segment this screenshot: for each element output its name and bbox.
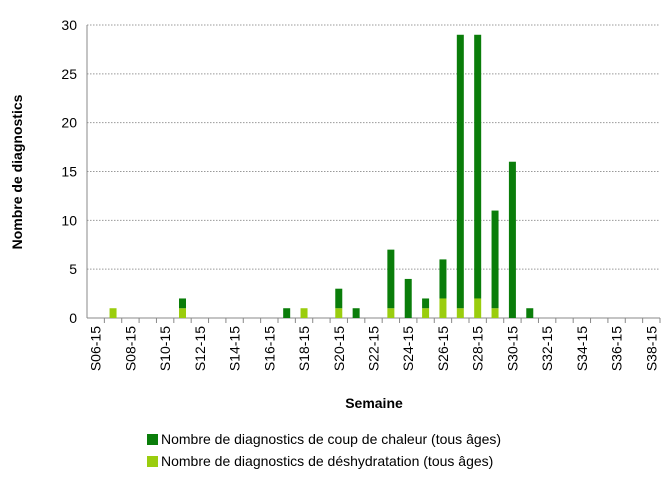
bar-segment	[456, 308, 464, 318]
bar-segment	[404, 278, 412, 318]
bar-segment	[508, 161, 516, 318]
bar-segment	[491, 308, 499, 318]
x-tick-label: S16-15	[261, 326, 277, 371]
x-tick-label: S22-15	[366, 326, 382, 371]
legend-swatch	[147, 434, 158, 445]
y-tick-label: 25	[61, 66, 77, 82]
x-tick-label: S18-15	[296, 326, 312, 371]
x-tick-label: S10-15	[157, 326, 173, 371]
bar-segment	[335, 288, 343, 309]
y-tick-label: 20	[61, 115, 77, 131]
y-tick-label: 5	[69, 261, 77, 277]
y-axis-label: Nombre de diagnostics	[9, 94, 25, 249]
bar-segment	[439, 298, 447, 318]
x-tick-label: S24-15	[400, 326, 416, 371]
bar-segment	[491, 210, 499, 309]
bar-segment	[179, 298, 186, 309]
x-tick-label: S34-15	[574, 326, 590, 371]
bar-segment	[456, 34, 464, 309]
legend-label: Nombre de diagnostics de déshydratation …	[161, 453, 493, 469]
y-tick-label: 15	[61, 164, 77, 180]
y-tick-label: 0	[69, 310, 77, 326]
y-tick-label: 10	[61, 212, 77, 228]
x-tick-label: S12-15	[192, 326, 208, 371]
legend-label: Nombre de diagnostics de coup de chaleur…	[161, 431, 501, 447]
bar-segment	[387, 249, 395, 309]
x-tick-label: S20-15	[331, 326, 347, 371]
bar-segment	[474, 298, 482, 318]
x-tick-label: S32-15	[539, 326, 555, 371]
x-tick-label: S30-15	[504, 326, 520, 371]
x-tick-label: S08-15	[122, 326, 138, 371]
x-tick-label: S14-15	[227, 326, 243, 371]
bar-segment	[387, 308, 395, 318]
y-tick-label: 30	[61, 17, 77, 33]
legend-swatch	[147, 456, 158, 467]
x-axis-label: Semaine	[345, 395, 403, 411]
x-tick-label: S26-15	[435, 326, 451, 371]
bar-segment	[179, 308, 186, 318]
x-tick-label: S28-15	[470, 326, 486, 371]
bar-segment	[283, 308, 291, 318]
bar-segment	[474, 34, 482, 299]
bar-segment	[335, 308, 343, 318]
x-tick-label: S36-15	[609, 326, 625, 371]
bar-segment	[300, 308, 308, 318]
bar-segment	[422, 308, 430, 318]
x-tick-label: S06-15	[88, 326, 104, 371]
bar-segment	[439, 259, 447, 299]
bar-segment	[109, 308, 117, 318]
bar-segment	[352, 308, 360, 318]
bar-segment	[422, 298, 430, 309]
x-tick-label: S38-15	[643, 326, 659, 371]
bar-segment	[526, 308, 534, 318]
